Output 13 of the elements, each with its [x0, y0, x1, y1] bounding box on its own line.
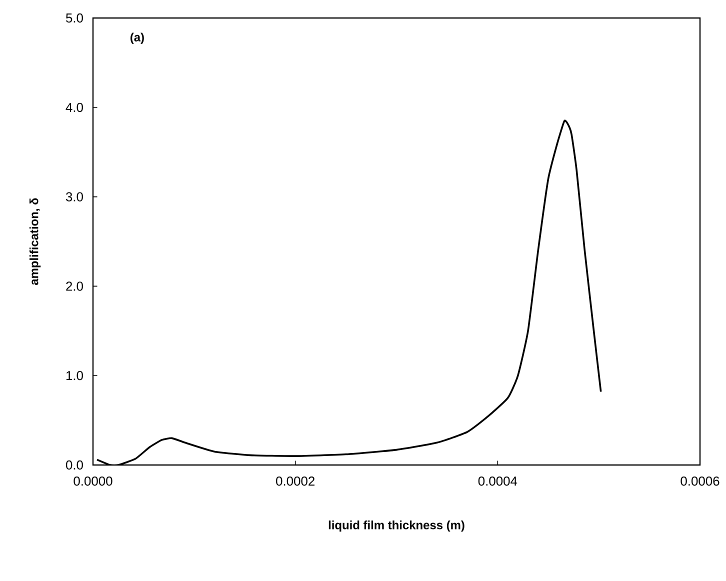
y-tick-label: 0.0 [66, 460, 83, 470]
x-tick-label: 0.0000 [74, 476, 112, 486]
y-tick-label: 3.0 [66, 192, 83, 202]
y-tick-label: 1.0 [66, 371, 83, 380]
x-tick-label: 0.0006 [680, 476, 720, 486]
y-axis-title: amplification, δ [30, 198, 41, 285]
x-tick-label: 0.0004 [478, 476, 518, 486]
x-tick-label: 0.0002 [276, 476, 314, 486]
y-tick-label: 2.0 [66, 282, 83, 291]
y-tick-label: 4.0 [66, 102, 83, 112]
annotation: (a) [130, 32, 144, 44]
x-axis-title: liquid film thickness (m) [328, 520, 464, 532]
y-tick-label: 5.0 [66, 13, 83, 23]
